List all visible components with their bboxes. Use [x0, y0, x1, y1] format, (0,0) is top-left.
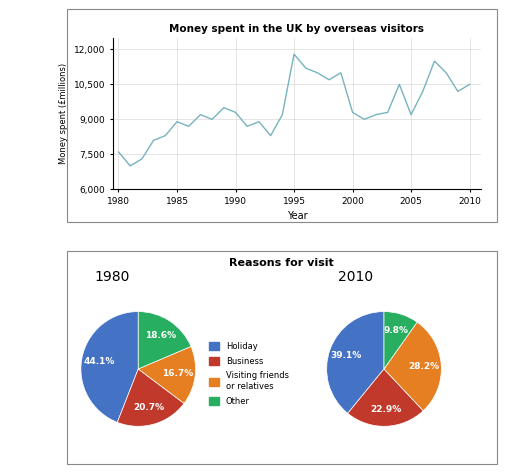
Text: Reasons for visit: Reasons for visit — [229, 258, 334, 268]
Y-axis label: Money spent (£millions): Money spent (£millions) — [59, 63, 68, 164]
Wedge shape — [384, 322, 441, 411]
Wedge shape — [348, 369, 423, 426]
Wedge shape — [327, 312, 384, 413]
Wedge shape — [81, 312, 138, 422]
Wedge shape — [117, 369, 184, 426]
Text: 1980: 1980 — [95, 270, 130, 284]
X-axis label: Year: Year — [287, 211, 307, 221]
Wedge shape — [384, 312, 417, 369]
Wedge shape — [138, 346, 196, 403]
Text: 22.9%: 22.9% — [370, 404, 401, 413]
Text: 16.7%: 16.7% — [162, 369, 194, 378]
Legend: Holiday, Business, Visiting friends
or relatives, Other: Holiday, Business, Visiting friends or r… — [209, 342, 289, 406]
Text: 28.2%: 28.2% — [409, 362, 440, 371]
Text: 44.1%: 44.1% — [83, 357, 115, 366]
Title: Money spent in the UK by overseas visitors: Money spent in the UK by overseas visito… — [169, 24, 424, 34]
Text: 20.7%: 20.7% — [134, 403, 165, 412]
Text: 39.1%: 39.1% — [331, 351, 362, 360]
Wedge shape — [138, 312, 191, 369]
Text: 2010: 2010 — [338, 270, 373, 284]
Text: 18.6%: 18.6% — [145, 331, 176, 340]
Text: 9.8%: 9.8% — [383, 326, 409, 335]
